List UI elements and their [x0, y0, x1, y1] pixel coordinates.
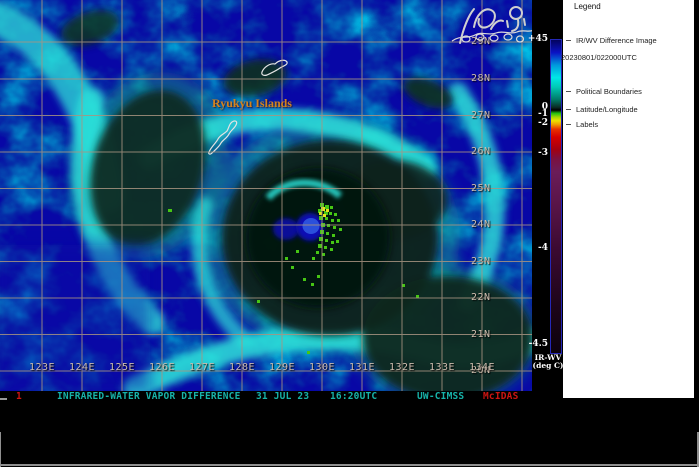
amami-outline [261, 59, 288, 76]
legend-tick [566, 109, 571, 110]
lon-label: 128E [228, 362, 256, 373]
clear-ocean-patch [0, 245, 150, 391]
island-chain-outline [451, 30, 532, 43]
lon-label: 131E [348, 362, 376, 373]
legend-item: Latitude/Longitude [576, 105, 638, 114]
legend-item: IR/WV Difference Image [576, 36, 657, 45]
legend-item: Political Boundaries [576, 87, 642, 96]
image-time: 16:20UTC [330, 391, 378, 402]
legend-item: 20230801/022000UTC [561, 53, 637, 62]
frame-number: 1 [16, 391, 22, 402]
lat-label: 24N [471, 219, 491, 230]
product-title: INFRARED-WATER VAPOR DIFFERENCE [57, 391, 241, 402]
satellite-scene [0, 0, 532, 391]
left-edge-tick [0, 398, 7, 400]
lon-label: 127E [188, 362, 216, 373]
lon-label: 132E [388, 362, 416, 373]
source-agency: UW-CIMSS [417, 391, 465, 402]
software-name: McIDAS [483, 391, 519, 402]
irwv-colorbar [550, 39, 562, 354]
lon-label: 126E [148, 362, 176, 373]
hand-scribble-annotation [459, 6, 526, 44]
satellite-image: 29N 28N 27N 26N 25N 24N 23N 22N 21N 20N … [0, 0, 532, 391]
grid-labels: 29N 28N 27N 26N 25N 24N 23N 22N 21N 20N … [28, 36, 496, 376]
lat-label: 26N [471, 146, 491, 157]
lon-label: 123E [28, 362, 56, 373]
latlon-grid [0, 0, 532, 391]
region-label-ryukyu-islands: Ryukyu Islands [212, 96, 292, 110]
colorbar-tick: -2 [538, 117, 548, 128]
lat-label: 25N [471, 182, 491, 194]
legend-item: Labels [576, 120, 599, 129]
lon-label: 129E [268, 362, 296, 373]
window-border-right [697, 432, 699, 467]
annotation-overlay [451, 6, 532, 44]
legend-tick [566, 40, 571, 41]
lon-label: 134E [468, 362, 496, 373]
lon-label: 130E [308, 362, 336, 373]
lat-label: 27N [471, 109, 491, 121]
lat-label: 22N [471, 292, 491, 303]
colorbar-tick: 0 [541, 101, 548, 112]
okinawa-outline [208, 120, 238, 155]
lat-label: 23N [471, 255, 491, 267]
island-outlines [208, 59, 288, 155]
colorbar-tick: +45 [527, 34, 548, 44]
lon-label: 124E [68, 362, 96, 373]
legend-title: Legend [574, 2, 601, 11]
colorbar-unit-label: (deg C) [532, 361, 564, 370]
window-border-bottom [0, 464, 699, 466]
typhoon-eye [302, 218, 320, 234]
legend-tick [566, 91, 571, 92]
colorbar-unit-label: IR-WV [534, 353, 562, 362]
colorbar-tick: -4.5 [528, 338, 548, 349]
lon-label: 133E [428, 362, 456, 373]
colorbar-tick: -3 [538, 147, 548, 158]
lon-label: 125E [108, 362, 136, 373]
window-border-left [0, 432, 1, 467]
image-date: 31 JUL 23 [256, 391, 310, 402]
lat-label: 28N [471, 73, 491, 84]
lat-label: 21N [471, 328, 491, 340]
lat-label: 29N [471, 36, 491, 47]
legend-panel: Legend IR/WV Difference Image 20230801/0… [561, 0, 694, 398]
typhoon-eye-region [265, 179, 343, 241]
lat-label: 20N [471, 365, 491, 376]
colorbar-tick: -4 [538, 242, 548, 253]
colorbar-tick: -1 [538, 109, 548, 119]
legend-tick [566, 124, 571, 125]
